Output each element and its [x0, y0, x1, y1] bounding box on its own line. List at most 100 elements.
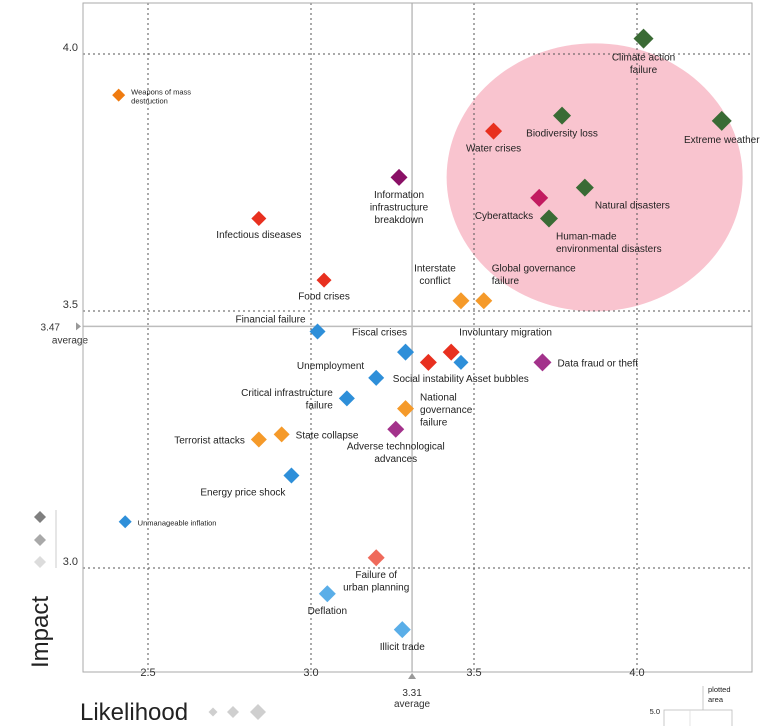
point-label-line: Interstate	[414, 264, 456, 275]
point-human-made-environmental-disasters[interactable]	[539, 209, 558, 228]
point-label-line: Terrorist attacks	[174, 436, 245, 447]
point-label-line: breakdown	[375, 215, 424, 226]
point-data-fraud-or-theft[interactable]	[533, 353, 552, 372]
point-label: Natural disasters	[595, 201, 670, 212]
point-label: Fiscal crises	[352, 328, 407, 339]
point-label: Cyberattacks	[475, 211, 533, 222]
point-label-line: failure	[492, 276, 520, 287]
point-label-line: National	[420, 393, 457, 404]
point-infectious-diseases[interactable]	[251, 210, 267, 226]
point-label-line: Energy price shock	[200, 487, 286, 498]
point-label: Energy price shock	[200, 487, 286, 498]
point-state-collapse[interactable]	[273, 426, 290, 443]
point-unmanageable-inflation[interactable]	[118, 515, 132, 529]
point-label: Extreme weather	[684, 135, 760, 146]
point-label: Information infrastructure breakdown	[370, 190, 429, 226]
x-average-caption: average	[394, 699, 431, 710]
point-unemployment[interactable]	[368, 369, 385, 386]
point-label-line: Fiscal crises	[352, 328, 407, 339]
point-food-crises[interactable]	[316, 272, 332, 288]
point-critical-infrastructure-failure[interactable]	[338, 390, 355, 407]
x-tick-label: 3.5	[466, 667, 481, 679]
point-label: Adverse technological advances	[347, 442, 445, 466]
point-label: Climate action failure	[612, 53, 675, 77]
point-label-line: failure	[306, 401, 334, 412]
point-interstate-conflict[interactable]	[452, 292, 470, 310]
point-terrorist-attacks[interactable]	[250, 431, 267, 448]
point-label-line: Financial failure	[235, 315, 305, 326]
point-weapons-of-mass-destruction[interactable]	[112, 88, 126, 102]
point-climate-action-failure[interactable]	[633, 28, 654, 49]
point-label: Deflation	[308, 606, 347, 617]
point-label: Food crises	[298, 292, 350, 303]
y-average-value: 3.47	[41, 322, 61, 333]
point-label-line: Human-made	[556, 231, 617, 242]
point-natural-disasters[interactable]	[575, 178, 594, 197]
point-label-line: Global governance	[492, 264, 576, 275]
point-label-line: State collapse	[296, 430, 359, 441]
point-label: Weapons of mass destruction	[131, 88, 191, 106]
point-illicit-trade[interactable]	[393, 621, 411, 639]
inset-label: plotted	[708, 685, 731, 694]
point-label-line: infrastructure	[370, 202, 429, 213]
point-social-instability[interactable]	[419, 353, 437, 371]
point-label-line: Weapons of mass	[131, 88, 191, 97]
point-water-crises[interactable]	[485, 122, 503, 140]
point-label: Water crises	[466, 144, 521, 155]
point-label-line: Biodiversity loss	[526, 129, 598, 140]
point-label: National governance failure	[420, 393, 473, 429]
point-label-line: Water crises	[466, 144, 521, 155]
point-label: Failure of urban planning	[343, 570, 409, 594]
point-national-governance-failure[interactable]	[397, 400, 415, 418]
point-label-line: destruction	[131, 97, 168, 106]
point-global-governance-failure[interactable]	[475, 292, 493, 310]
point-asset-bubbles[interactable]	[453, 354, 469, 370]
point-failure-of-urban-planning[interactable]	[367, 549, 385, 567]
point-extreme-weather[interactable]	[711, 110, 732, 131]
point-label-line: Extreme weather	[684, 135, 760, 146]
point-involuntary-migration[interactable]	[442, 343, 460, 361]
point-cyberattacks[interactable]	[530, 188, 549, 207]
point-label-line: Unemployment	[297, 361, 364, 372]
point-financial-failure[interactable]	[309, 323, 326, 340]
point-label-line: Food crises	[298, 292, 350, 303]
point-label-line: Adverse technological	[347, 442, 445, 453]
inset-tick: 5.0	[650, 707, 660, 716]
point-label: Terrorist attacks	[174, 436, 245, 447]
point-deflation[interactable]	[318, 585, 336, 603]
point-label-line: Involuntary migration	[459, 328, 552, 339]
point-label: Data fraud or theft	[557, 358, 638, 369]
point-label-line: Deflation	[308, 606, 347, 617]
x-average-value: 3.31	[402, 688, 422, 699]
size-legend-diamond	[34, 534, 46, 546]
point-label: Involuntary migration	[459, 328, 552, 339]
point-label-line: Natural disasters	[595, 201, 670, 212]
point-energy-price-shock[interactable]	[283, 467, 300, 484]
point-label: Human-made environmental disasters	[556, 231, 662, 255]
point-label: Illicit trade	[380, 642, 425, 653]
likelihood-size-diamond	[227, 706, 239, 718]
point-label-line: Social instability	[393, 374, 464, 385]
point-label-line: advances	[374, 454, 417, 465]
point-label-line: environmental disasters	[556, 244, 662, 255]
point-label: Financial failure	[235, 315, 305, 326]
point-label: Unemployment	[297, 361, 364, 372]
size-legend-diamond	[34, 556, 46, 568]
point-label-line: Data fraud or theft	[557, 358, 638, 369]
point-adverse-technological-advances[interactable]	[387, 420, 405, 438]
point-label-line: Information	[374, 190, 424, 201]
point-biodiversity-loss[interactable]	[553, 106, 572, 125]
x-tick-label: 2.5	[140, 667, 155, 679]
point-label: Social instability	[393, 374, 464, 385]
x-average-marker	[408, 673, 417, 679]
likelihood-size-diamond	[250, 704, 266, 720]
point-label-line: Unmanageable inflation	[138, 519, 217, 528]
point-fiscal-crises[interactable]	[397, 343, 415, 361]
y-axis-title: Impact	[27, 596, 54, 668]
point-information-infrastructure-breakdown[interactable]	[390, 168, 408, 186]
x-tick-label: 4.0	[629, 667, 644, 679]
y-tick-label: 4.0	[63, 42, 78, 54]
point-label-line: failure	[630, 65, 658, 76]
x-tick-label: 3.0	[303, 667, 318, 679]
